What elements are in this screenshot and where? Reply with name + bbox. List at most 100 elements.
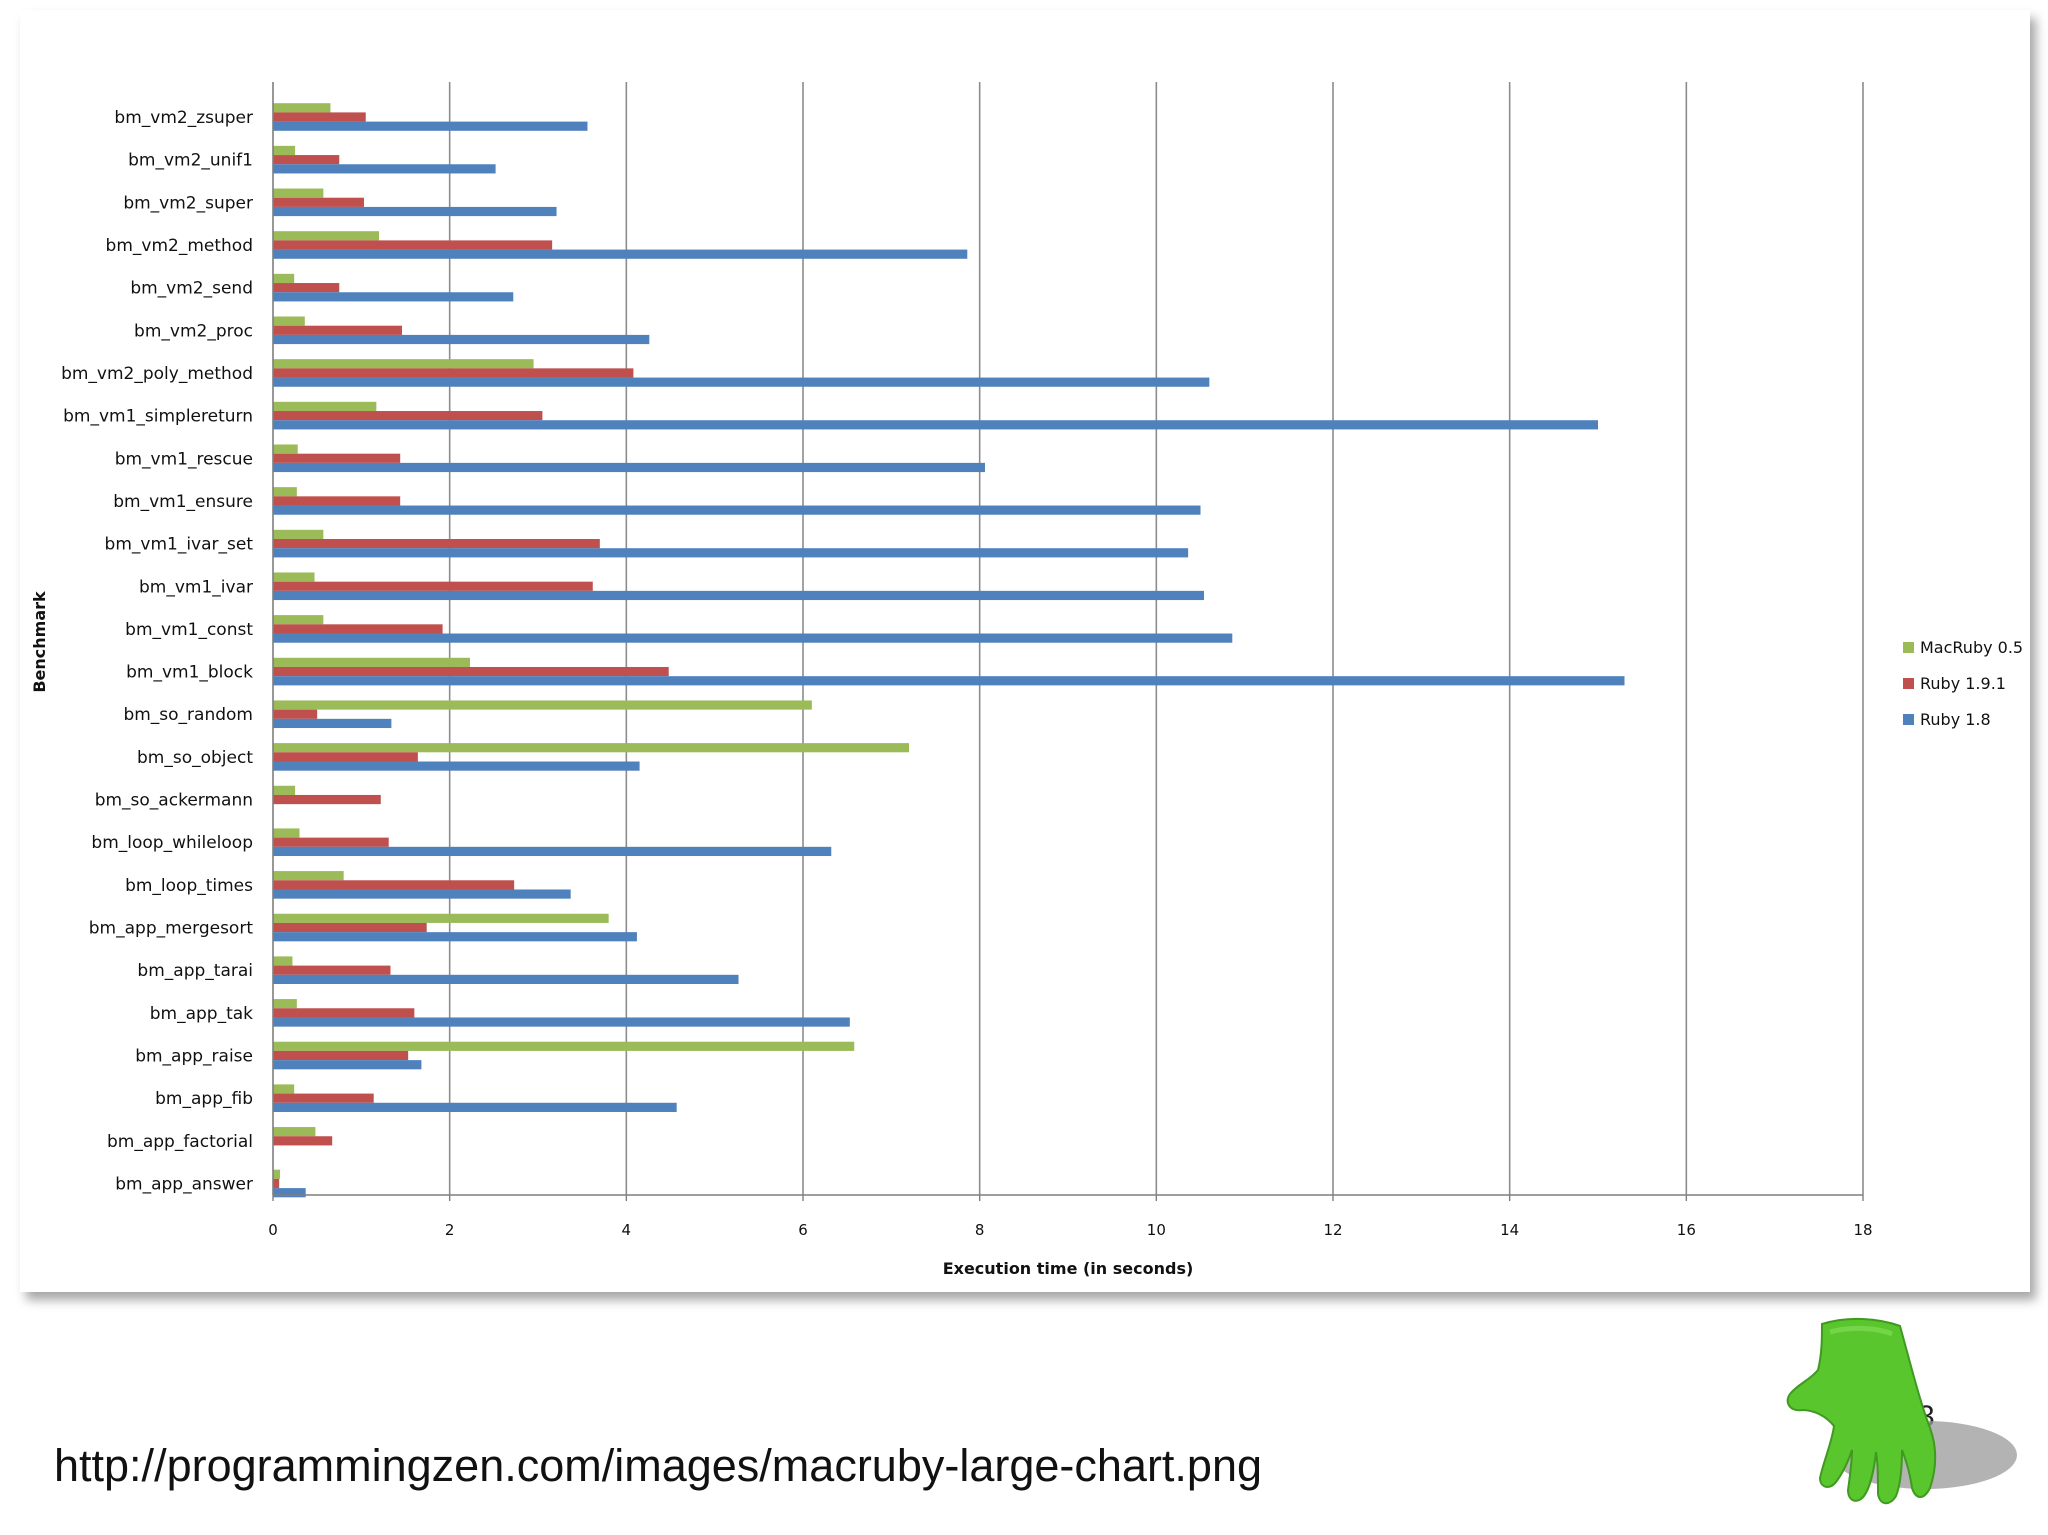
chart-card: bm_vm2_zsuper bm_vm2_unif1 bm_vm2_super bm_… [20, 10, 2030, 1292]
bar-bm_vm1_rescue-macruby-0-5 [273, 444, 298, 454]
bar-bm_so_random-macruby-0-5 [273, 700, 812, 710]
benchmark-bar-chart: bm_vm2_zsuper bm_vm2_unif1 bm_vm2_super bm_… [30, 82, 2023, 1278]
category-label-bm_vm1_rescue: bm_vm1_rescue [115, 449, 253, 469]
bar-bm_vm1_const-ruby-1-9-1 [273, 624, 443, 634]
bar-bm_so_object-ruby-1-8 [273, 761, 640, 771]
bar-bm_vm2_method-ruby-1-8 [273, 249, 968, 259]
bar-bm_vm2_zsuper-ruby-1-8 [273, 121, 588, 131]
source-url: http://programmingzen.com/images/macruby… [54, 1440, 1263, 1491]
x-tick-label-8: 8 [975, 1221, 985, 1239]
bar-bm_vm1_ensure-macruby-0-5 [273, 487, 297, 497]
bar-bm_loop_whileloop-ruby-1-9-1 [273, 837, 389, 847]
bar-bm_app_answer-ruby-1-9-1 [273, 1178, 280, 1189]
x-axis-title: Execution time (in seconds) [943, 1259, 1194, 1278]
bar-bm_vm2_zsuper-ruby-1-9-1 [273, 112, 366, 122]
category-label-bm_vm2_unif1: bm_vm2_unif1 [128, 151, 253, 171]
category-label-bm_vm2_method: bm_vm2_method [106, 236, 253, 256]
bar-bm_loop_whileloop-ruby-1-8 [273, 846, 832, 857]
bar-bm_vm1_block-ruby-1-9-1 [273, 666, 669, 677]
category-label-bm_app_raise: bm_app_raise [135, 1047, 253, 1067]
bar-bm_vm1_simplereturn-ruby-1-9-1 [273, 411, 543, 421]
bar-bm_app_fib-ruby-1-9-1 [273, 1093, 374, 1103]
bar-bm_vm1_ivar_set-ruby-1-9-1 [273, 539, 600, 549]
bar-bm_vm2_send-ruby-1-8 [273, 292, 514, 302]
x-tick-label-12: 12 [1323, 1221, 1342, 1239]
bar-bm_vm1_block-ruby-1-8 [273, 676, 1625, 686]
category-label-bm_app_mergesort: bm_app_mergesort [89, 919, 254, 939]
axes [272, 82, 1864, 1201]
bar-bm_vm2_method-ruby-1-9-1 [273, 240, 553, 250]
bar-bm_so_object-macruby-0-5 [273, 743, 909, 753]
bar-bm_app_mergesort-ruby-1-8 [273, 932, 637, 942]
legend-swatch-macruby-0-5 [1903, 642, 1914, 653]
bar-bm_vm2_send-macruby-0-5 [273, 273, 295, 284]
bar-bm_vm1_simplereturn-macruby-0-5 [273, 401, 377, 412]
bar-bm_vm2_unif1-ruby-1-9-1 [273, 155, 340, 165]
category-label-bm_vm1_ivar: bm_vm1_ivar [139, 577, 253, 597]
bar-bm_vm2_super-ruby-1-8 [273, 206, 557, 217]
x-tick-label-2: 2 [445, 1221, 455, 1239]
x-tick-label-18: 18 [1853, 1221, 1872, 1239]
bar-bm_vm1_const-macruby-0-5 [273, 615, 324, 625]
legend-label-macruby-0-5: MacRuby 0.5 [1920, 638, 2023, 657]
bar-bm_vm2_zsuper-macruby-0-5 [273, 103, 331, 113]
category-label-bm_app_answer: bm_app_answer [115, 1175, 253, 1195]
category-label-bm_app_tarai: bm_app_tarai [137, 961, 253, 981]
bar-bm_so_random-ruby-1-9-1 [273, 709, 318, 719]
category-label-bm_loop_whileloop: bm_loop_whileloop [91, 833, 253, 853]
category-label-bm_app_fib: bm_app_fib [155, 1089, 253, 1109]
bar-bm_app_answer-ruby-1-8 [273, 1188, 306, 1198]
bar-bm_vm2_unif1-ruby-1-8 [273, 164, 496, 174]
bar-bm_loop_times-macruby-0-5 [273, 871, 344, 881]
category-label-bm_app_tak: bm_app_tak [150, 1004, 253, 1024]
category-label-bm_so_ackermann: bm_so_ackermann [95, 791, 253, 811]
bar-bm_app_tarai-ruby-1-8 [273, 974, 739, 984]
bar-bm_vm2_proc-macruby-0-5 [273, 316, 305, 326]
bar-bm_app_raise-ruby-1-8 [273, 1060, 422, 1070]
bar-bm_so_ackermann-ruby-1-9-1 [273, 794, 381, 805]
bar-bm_vm1_ivar-ruby-1-8 [273, 590, 1205, 601]
green-hand-mascot-icon [1786, 1317, 2017, 1505]
bar-bm_loop_times-ruby-1-8 [273, 889, 571, 899]
bar-bm_loop_whileloop-macruby-0-5 [273, 828, 300, 838]
bar-bm_vm2_send-ruby-1-9-1 [273, 283, 340, 293]
bar-bm_app_raise-macruby-0-5 [273, 1041, 855, 1051]
legend-label-ruby-1-9-1: Ruby 1.9.1 [1920, 674, 2006, 693]
category-label-bm_vm1_simplereturn: bm_vm1_simplereturn [63, 407, 253, 427]
bar-bm_app_fib-ruby-1-8 [273, 1102, 677, 1112]
bar-bm_vm1_ivar-macruby-0-5 [273, 572, 315, 582]
bar-bm_vm2_poly_method-macruby-0-5 [273, 359, 534, 369]
x-tick-label-0: 0 [268, 1221, 278, 1239]
bar-bm_app_tak-ruby-1-9-1 [273, 1008, 415, 1018]
x-tick-label-4: 4 [622, 1221, 632, 1239]
category-labels: bm_vm2_zsuper bm_vm2_unif1 bm_vm2_super bm_… [61, 108, 253, 1195]
category-label-bm_so_random: bm_so_random [123, 705, 253, 725]
bar-bm_app_tak-ruby-1-8 [273, 1017, 850, 1027]
category-label-bm_vm2_super: bm_vm2_super [123, 193, 253, 213]
category-label-bm_vm1_ivar_set: bm_vm1_ivar_set [105, 535, 254, 555]
bar-bm_app_tarai-ruby-1-9-1 [273, 965, 391, 975]
bar-bm_vm2_method-macruby-0-5 [273, 231, 379, 241]
category-label-bm_vm2_send: bm_vm2_send [130, 279, 253, 299]
bar-bm_vm1_rescue-ruby-1-8 [273, 462, 985, 473]
bar-bm_vm1_const-ruby-1-8 [273, 633, 1233, 643]
bar-bm_vm2_proc-ruby-1-9-1 [273, 325, 402, 335]
bar-bm_vm1_ivar_set-ruby-1-8 [273, 548, 1189, 558]
category-label-bm_vm2_poly_method: bm_vm2_poly_method [61, 364, 253, 384]
category-label-bm_vm1_block: bm_vm1_block [126, 663, 253, 683]
bar-bm_vm1_ensure-ruby-1-9-1 [273, 496, 401, 506]
bar-bm_app_mergesort-ruby-1-9-1 [273, 922, 427, 933]
bar-bm_vm1_block-macruby-0-5 [273, 657, 470, 667]
bar-bm_vm2_unif1-macruby-0-5 [273, 145, 296, 156]
bar-bm_vm2_poly_method-ruby-1-8 [273, 377, 1210, 387]
category-label-bm_vm2_proc: bm_vm2_proc [134, 321, 253, 341]
legend: MacRuby 0.5 Ruby 1.9.1 Ruby 1.8 [1903, 638, 2023, 729]
bar-bm_vm2_poly_method-ruby-1-9-1 [273, 368, 634, 378]
bar-bm_loop_times-ruby-1-9-1 [273, 880, 515, 890]
category-label-bm_app_factorial: bm_app_factorial [107, 1132, 253, 1152]
bar-bm_vm1_rescue-ruby-1-9-1 [273, 453, 401, 463]
bar-bm_app_mergesort-macruby-0-5 [273, 913, 609, 923]
legend-swatch-ruby-1-9-1 [1903, 678, 1914, 689]
y-axis-title: Benchmark [30, 591, 49, 693]
bar-bm_so_object-ruby-1-9-1 [273, 752, 418, 762]
